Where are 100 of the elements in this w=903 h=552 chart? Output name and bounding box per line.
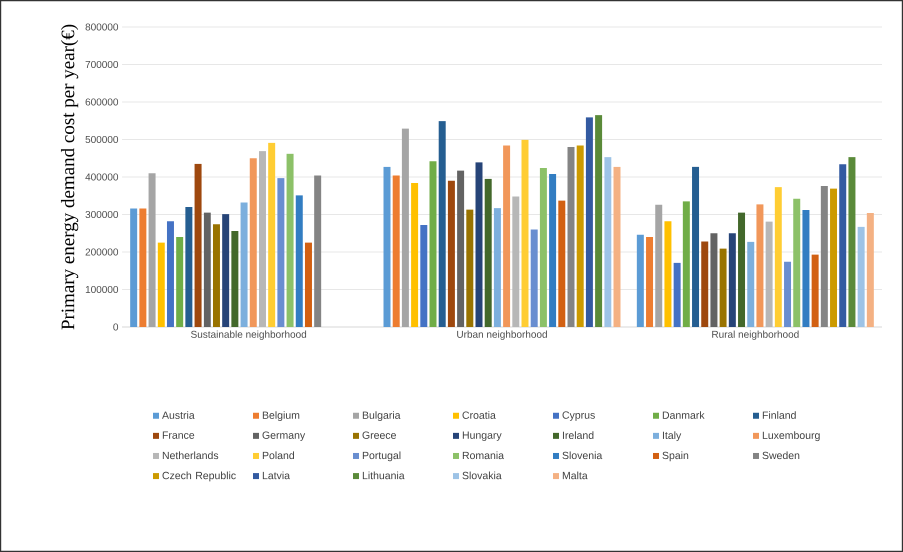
bar — [222, 214, 230, 327]
x-tick-label: Urban neighborhood — [457, 330, 547, 340]
bar — [476, 162, 483, 327]
legend-label: Italy — [662, 431, 682, 442]
bar — [738, 212, 746, 327]
legend-label: Danmark — [662, 411, 705, 419]
bar — [655, 204, 662, 327]
legend-label: Czech Republic — [162, 472, 236, 482]
bar — [231, 231, 238, 327]
bar — [484, 178, 492, 327]
bar — [674, 262, 681, 327]
bar — [530, 229, 538, 327]
bar — [166, 221, 174, 327]
legend-label: Austria — [162, 411, 195, 419]
bar — [812, 254, 819, 327]
legend-label: Luxembourg — [762, 431, 820, 442]
x-tick-label: Sustainable neighborhood — [191, 330, 306, 340]
legend-label: Finland — [762, 411, 796, 419]
bar — [568, 147, 575, 327]
bar — [522, 140, 529, 327]
bar — [250, 158, 257, 327]
bar — [411, 183, 418, 327]
bar — [646, 237, 654, 327]
legend-label: Slovakia — [462, 472, 502, 480]
bar — [636, 234, 644, 327]
legend-label: Poland — [262, 451, 294, 460]
legend-label: Bulgaria — [362, 411, 401, 421]
bar — [286, 154, 294, 327]
legend-label: Greece — [362, 431, 396, 439]
legend-label: Croatia — [462, 411, 496, 419]
bar — [185, 207, 192, 327]
y-tick-label: 300000 — [85, 210, 118, 218]
bar — [494, 208, 501, 327]
bar — [728, 233, 736, 327]
bar — [148, 173, 156, 327]
bar — [586, 117, 593, 327]
bar — [784, 262, 792, 327]
bar — [277, 178, 284, 327]
y-tick-label: 200000 — [86, 248, 118, 256]
bar — [866, 213, 874, 327]
bar — [558, 200, 566, 327]
legend-label: Lithuania — [362, 472, 405, 480]
bar — [314, 176, 322, 327]
bar — [604, 157, 612, 327]
y-tick-label: 600000 — [86, 98, 118, 106]
bar — [848, 157, 856, 327]
bar — [384, 166, 390, 327]
bar — [392, 176, 400, 327]
bar — [595, 115, 602, 327]
bar — [130, 208, 138, 327]
bar — [466, 210, 474, 327]
bar — [240, 202, 248, 327]
bar — [549, 174, 556, 327]
bar — [296, 195, 303, 327]
legend-label: Hungary — [462, 432, 502, 441]
bar — [503, 145, 510, 327]
legend-label: Romania — [462, 451, 504, 460]
bar — [830, 188, 838, 327]
bar — [793, 198, 800, 327]
bar — [304, 242, 312, 327]
bar — [540, 168, 547, 327]
bar — [176, 237, 184, 327]
bar — [756, 204, 764, 327]
bar — [402, 128, 409, 327]
legend-label: Belgium — [262, 411, 300, 421]
bar — [268, 142, 276, 327]
bar — [774, 187, 782, 327]
y-tick-label: 700000 — [86, 60, 118, 68]
bar — [664, 221, 672, 327]
legend-label: Germany — [262, 431, 306, 441]
bar — [858, 226, 865, 327]
y-tick-label: 500000 — [86, 136, 118, 144]
legend-label: Spain — [662, 451, 688, 462]
bar — [420, 225, 428, 327]
bar — [692, 166, 700, 327]
bar — [158, 242, 165, 327]
bar — [204, 212, 211, 327]
y-tick-label: 100000 — [86, 286, 118, 294]
bar — [212, 224, 220, 327]
bar — [701, 242, 708, 327]
legend-label: Latvia — [262, 472, 290, 480]
bar — [438, 121, 446, 327]
legend-label: Sweden — [762, 451, 800, 460]
bar — [448, 180, 455, 327]
bar — [430, 161, 436, 327]
bar — [747, 242, 754, 327]
bar — [614, 166, 621, 327]
bar — [194, 164, 202, 327]
bar — [576, 145, 584, 327]
legend-label: Slovenia — [562, 451, 602, 460]
bar — [682, 201, 690, 327]
bar — [720, 248, 727, 327]
y-tick-label: 400000 — [85, 173, 118, 181]
bar — [457, 170, 464, 327]
legend-label: Portugal — [362, 451, 400, 462]
bar — [139, 208, 146, 327]
x-tick-label: Rural neighborhood — [712, 330, 799, 340]
y-axis-title: Primary energy demand cost per year(€) — [60, 24, 78, 330]
legend-label: Ireland — [562, 431, 594, 440]
legend-label: Malta — [562, 472, 588, 480]
